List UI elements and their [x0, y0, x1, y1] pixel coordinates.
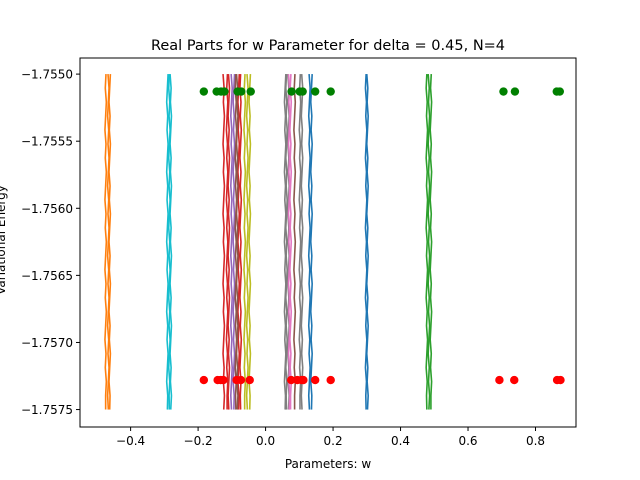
series-9-line-1: [427, 74, 431, 410]
x-axis-label: Parameters: w: [285, 457, 372, 471]
series-6-line-3: [298, 74, 302, 410]
y-tick-label-0: −1.7575: [21, 403, 73, 417]
point-top-7: [287, 87, 296, 96]
series-1-line-2: [169, 74, 173, 410]
y-axis-label: Variational Energy: [0, 185, 8, 295]
series-8-line-1: [309, 74, 313, 410]
point-bottom-6: [245, 375, 254, 385]
x-tick-label-4: 0.4: [391, 434, 410, 448]
series-3-line-1: [232, 74, 236, 410]
y-tick-label-4: −1.7555: [21, 135, 73, 149]
y-tick-label-3: −1.7560: [21, 202, 73, 216]
series-2-line-2: [227, 74, 231, 410]
series-9-line-0: [425, 74, 429, 410]
point-top-15: [555, 87, 564, 96]
point-top-0: [199, 87, 209, 96]
series-2-line-1: [225, 74, 229, 410]
point-top-10: [310, 87, 320, 96]
x-tick-label-2: 0.0: [256, 434, 275, 448]
point-bottom-11: [310, 375, 320, 385]
point-top-5: [237, 87, 246, 96]
series-3-line-0: [229, 74, 234, 410]
y-tick-label-5: −1.7550: [21, 68, 73, 82]
point-bottom-13: [495, 375, 504, 385]
series-0-line-0: [104, 74, 108, 410]
series-5-line-2: [248, 74, 252, 410]
point-bottom-14: [510, 375, 519, 385]
point-bottom-5: [236, 375, 246, 385]
point-bottom-10: [299, 375, 308, 385]
chart-title: Real Parts for w Parameter for delta = 0…: [151, 38, 505, 54]
series-1-line-0: [165, 74, 169, 410]
point-bottom-3: [219, 375, 228, 385]
series-4-line-1: [235, 74, 239, 410]
point-top-13: [510, 87, 520, 96]
series-5-line-0: [243, 74, 247, 410]
axes-frame: [79, 57, 577, 428]
x-tick-label-6: 0.8: [526, 434, 545, 448]
point-bottom-12: [326, 375, 335, 385]
plot-area: [104, 74, 565, 410]
series-6-line-4: [300, 74, 304, 410]
point-bottom-16: [556, 375, 565, 385]
point-top-12: [499, 87, 508, 96]
series-6-line-1: [284, 74, 289, 410]
series-2-line-0: [222, 74, 226, 410]
series-7-line-1: [289, 74, 293, 410]
point-top-6: [246, 87, 255, 96]
point-top-9: [298, 87, 307, 96]
series-2-line-3: [237, 74, 241, 410]
series-8-line-3: [365, 74, 369, 410]
series-8-line-0: [307, 74, 311, 410]
point-top-3: [220, 87, 229, 96]
point-top-11: [326, 87, 335, 96]
series-4-line-2: [293, 74, 297, 410]
series-0-line-2: [108, 74, 112, 410]
y-axis: −1.7575 −1.7570 −1.7565 −1.7560 −1.7555 −1.75…: [21, 68, 80, 417]
series-9-line-2: [429, 74, 433, 410]
x-tick-label-0: −0.4: [116, 434, 145, 448]
x-axis: −0.4 −0.2 0.0 0.2 0.4 0.6 0.8: [116, 427, 545, 448]
y-tick-label-1: −1.7570: [21, 336, 73, 350]
x-tick-label-1: −0.2: [184, 434, 213, 448]
point-bottom-7: [287, 375, 296, 385]
x-tick-label-5: 0.6: [458, 434, 477, 448]
series-5-line-1: [245, 74, 249, 410]
series-2-line-4: [239, 74, 243, 410]
x-tick-label-3: 0.2: [324, 434, 343, 448]
point-bottom-0: [199, 375, 209, 385]
y-tick-label-2: −1.7565: [21, 269, 73, 283]
